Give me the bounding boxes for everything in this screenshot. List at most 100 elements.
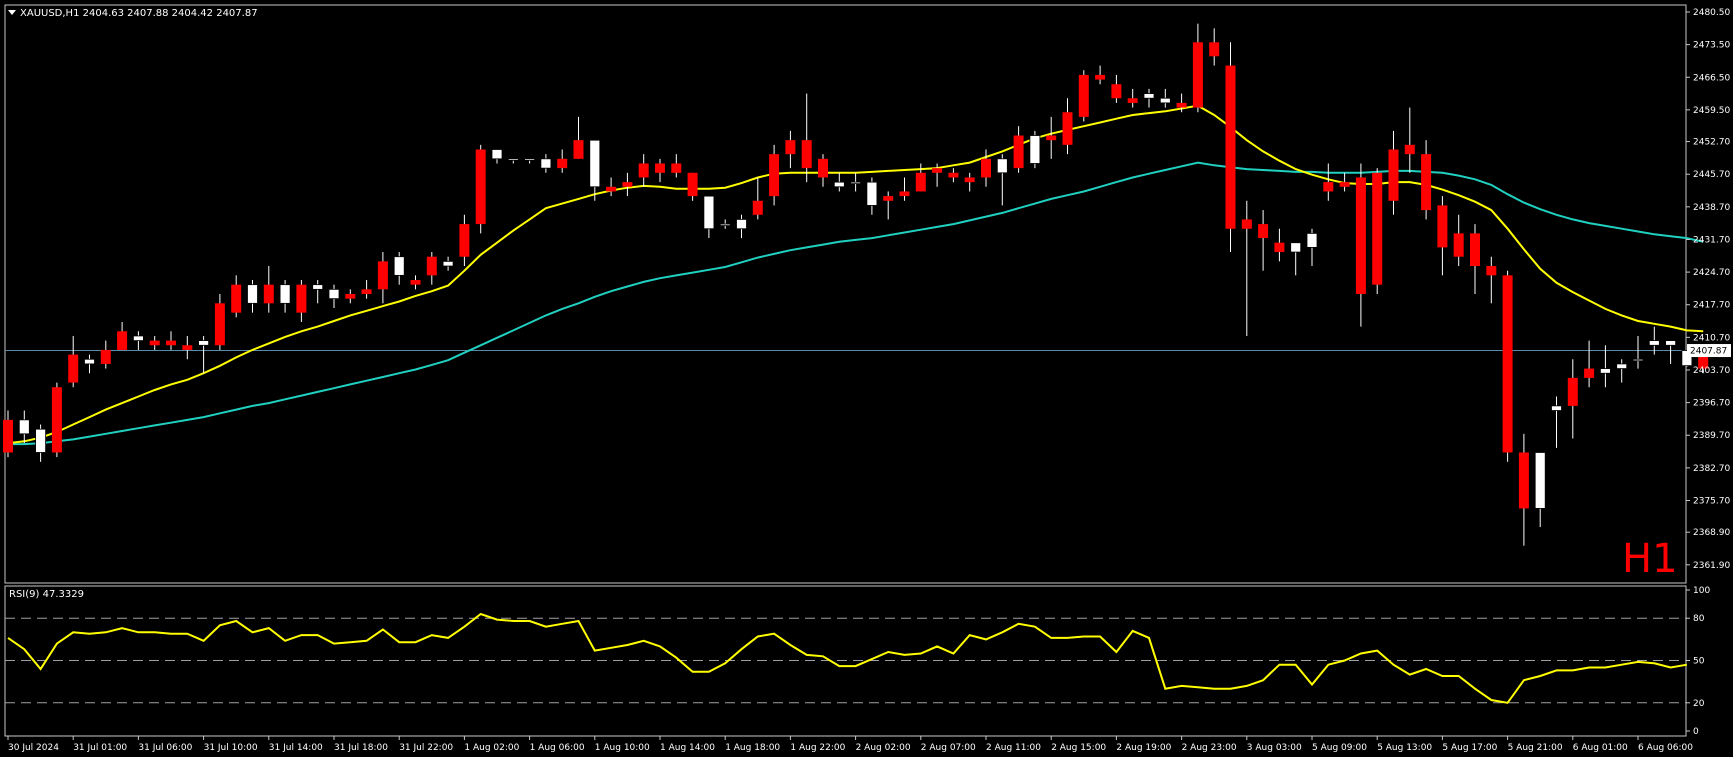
candle bbox=[84, 354, 95, 374]
candle bbox=[1209, 28, 1220, 66]
price-axis: 2480.50 2473.50 2466.50 2459.50 2452.70 2445.… bbox=[1686, 8, 1730, 571]
rsi-panel[interactable]: 100 80 50 20 0 RSI(9) 47.3329 bbox=[4, 585, 1710, 737]
price-axis-label: 2417.70 bbox=[1693, 301, 1730, 311]
candle-body-bear bbox=[100, 349, 111, 364]
candle bbox=[491, 149, 503, 164]
time-axis-label: 3 Aug 03:00 bbox=[1247, 743, 1302, 753]
candle-body-bear bbox=[785, 140, 796, 155]
candle bbox=[1078, 70, 1089, 122]
candle-body-bear bbox=[182, 345, 193, 350]
candle bbox=[557, 149, 568, 173]
current-price-label: 2407.87 bbox=[1690, 347, 1727, 357]
moving-averages bbox=[7, 104, 1704, 446]
candle bbox=[638, 154, 649, 187]
candle-body-bear bbox=[117, 331, 128, 350]
candle-body-bear bbox=[214, 303, 225, 346]
time-axis-label: 6 Aug 06:00 bbox=[1638, 743, 1693, 753]
candle-body-bear bbox=[1225, 65, 1236, 229]
price-panel[interactable]: 2480.50 2473.50 2466.50 2459.50 2452.70 2445.… bbox=[3, 4, 1731, 584]
candle-body-bear bbox=[426, 256, 437, 276]
ma-fast-line bbox=[7, 104, 1704, 445]
candle bbox=[1681, 350, 1693, 367]
candle bbox=[393, 252, 405, 285]
candle bbox=[18, 410, 30, 444]
candle-body-bull bbox=[18, 419, 30, 435]
time-axis-label: 1 Aug 14:00 bbox=[660, 743, 715, 753]
candle-body-bull bbox=[247, 284, 258, 304]
candle bbox=[1323, 163, 1334, 201]
candle-body-bull bbox=[1534, 452, 1546, 509]
price-axis-label: 2466.50 bbox=[1693, 73, 1730, 83]
candle-body-bull bbox=[736, 219, 747, 230]
candle bbox=[377, 252, 388, 304]
candle-body-bull bbox=[1290, 242, 1302, 253]
candle bbox=[932, 163, 943, 187]
price-axis-label: 2389.70 bbox=[1693, 431, 1730, 441]
candle bbox=[736, 214, 747, 239]
time-axis-label: 2 Aug 19:00 bbox=[1116, 743, 1171, 753]
candle bbox=[117, 321, 128, 350]
candle bbox=[1551, 396, 1562, 448]
candle-body-bear bbox=[606, 186, 617, 192]
candle-body-bull bbox=[540, 158, 552, 169]
ma-slow-line bbox=[8, 161, 1704, 446]
candle bbox=[1159, 88, 1171, 108]
price-axis-label: 2424.70 bbox=[1693, 268, 1730, 278]
candle-body-bear bbox=[752, 200, 763, 215]
candle bbox=[996, 154, 1008, 206]
candle bbox=[1306, 228, 1318, 267]
time-axis-label: 1 Aug 10:00 bbox=[595, 743, 650, 753]
candle bbox=[1258, 210, 1269, 271]
candle bbox=[198, 335, 210, 374]
candle-body-bear bbox=[1567, 377, 1578, 406]
candle bbox=[1502, 270, 1513, 462]
candle-body-bear bbox=[51, 387, 62, 453]
candle bbox=[752, 177, 763, 220]
candle bbox=[1225, 42, 1236, 253]
candle bbox=[719, 219, 731, 229]
time-axis-label: 30 Jul 2024 bbox=[8, 743, 59, 753]
chart-title: XAUUSD,H1 2404.63 2407.88 2404.42 2407.8… bbox=[20, 8, 258, 19]
rsi-axis: 100 80 50 20 0 bbox=[1686, 586, 1710, 737]
candle bbox=[1274, 228, 1285, 262]
candle bbox=[899, 177, 910, 201]
candle bbox=[182, 335, 193, 360]
candle-body-bear bbox=[818, 158, 828, 178]
rsi-title: RSI(9) 47.3329 bbox=[9, 589, 84, 600]
candle bbox=[35, 424, 46, 462]
time-axis-label: 1 Aug 18:00 bbox=[725, 743, 780, 753]
candle bbox=[1339, 172, 1350, 192]
candle-body-bear bbox=[1258, 224, 1269, 239]
candle bbox=[1095, 65, 1106, 85]
candle bbox=[1437, 196, 1448, 276]
candle-body-bear bbox=[981, 158, 991, 178]
candle-body-bear bbox=[655, 163, 665, 173]
candle bbox=[883, 191, 894, 220]
candle-body-bull bbox=[328, 288, 340, 300]
candle bbox=[459, 214, 470, 267]
time-axis-label: 5 Aug 09:00 bbox=[1312, 743, 1367, 753]
candle-body-bull bbox=[996, 158, 1008, 174]
time-axis-label: 31 Jul 06:00 bbox=[138, 743, 192, 753]
candle bbox=[214, 294, 225, 350]
time-axis-label: 31 Jul 22:00 bbox=[399, 743, 453, 753]
candle-body-bear bbox=[1453, 233, 1464, 257]
time-axis-label: 1 Aug 22:00 bbox=[790, 743, 845, 753]
dropdown-triangle-icon[interactable] bbox=[8, 10, 16, 15]
rsi-line bbox=[7, 612, 1688, 704]
price-axis-label: 2410.70 bbox=[1693, 333, 1730, 343]
price-panel-frame bbox=[4, 4, 1687, 584]
candle bbox=[1453, 214, 1464, 267]
candle-body-bull bbox=[524, 158, 535, 161]
rsi-axis-label: 50 bbox=[1693, 657, 1705, 667]
time-axis-label: 5 Aug 21:00 bbox=[1508, 743, 1563, 753]
candle bbox=[3, 410, 13, 458]
candle-body-bear bbox=[638, 163, 649, 178]
candle-body-bear bbox=[687, 172, 698, 197]
candle bbox=[361, 280, 372, 299]
candle bbox=[231, 275, 242, 318]
candle bbox=[866, 177, 878, 215]
candle-body-bull bbox=[507, 158, 519, 161]
candle-body-bear bbox=[883, 196, 894, 201]
